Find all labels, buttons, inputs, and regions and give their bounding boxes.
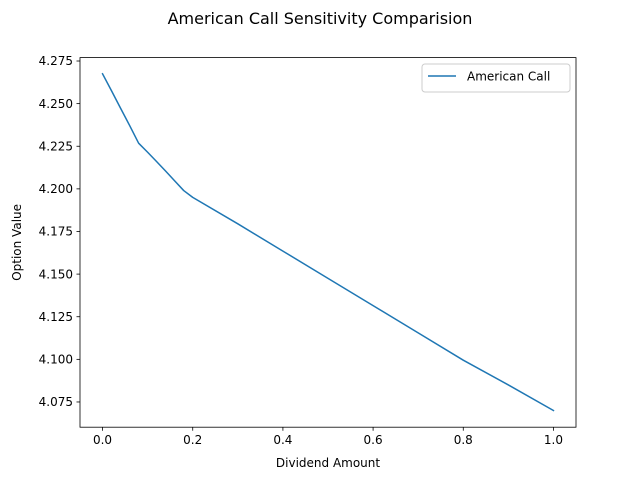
y-tick-label: 4.075 — [39, 395, 73, 409]
x-tick-label: 0.4 — [273, 433, 292, 447]
y-tick-label: 4.225 — [39, 139, 73, 153]
legend-box — [421, 63, 571, 93]
x-axis-ticks: 0.0 0.2 0.4 0.6 0.8 1.0 — [93, 427, 563, 447]
x-tick-label: 0.2 — [183, 433, 202, 447]
y-tick-label: 4.275 — [39, 54, 73, 68]
y-tick-label: 4.175 — [39, 225, 73, 239]
plot-area — [80, 57, 576, 428]
x-tick-label: 0.8 — [454, 433, 473, 447]
legend: American Call — [421, 63, 571, 93]
x-tick-label: 0.6 — [364, 433, 383, 447]
chart-title: American Call Sensitivity Comparision — [168, 9, 473, 28]
x-tick-label: 1.0 — [544, 433, 563, 447]
plot-frame — [79, 57, 577, 428]
legend-label-american-call: American Call — [467, 70, 550, 84]
series-layer — [101, 72, 555, 412]
x-tick-label: 0.0 — [93, 433, 112, 447]
y-tick-label: 4.250 — [39, 97, 73, 111]
x-axis-title: Dividend Amount — [276, 456, 380, 470]
y-axis-ticks: 4.075 4.100 4.125 4.150 4.175 4.200 4.225 4.250… — [39, 54, 80, 409]
y-tick-label: 4.100 — [39, 353, 73, 367]
y-axis-title: Option Value — [10, 204, 24, 281]
y-tick-label: 4.125 — [39, 310, 73, 324]
series-line-american-call — [101, 72, 555, 412]
y-tick-label: 4.200 — [39, 182, 73, 196]
y-tick-label: 4.150 — [39, 267, 73, 281]
